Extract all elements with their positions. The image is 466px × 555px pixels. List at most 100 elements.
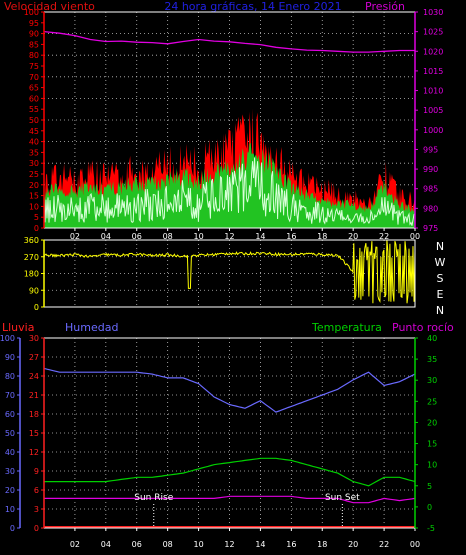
time-axis-label: 20 [348, 540, 358, 549]
compass-direction-label: N [436, 304, 444, 317]
time-axis-label: 16 [286, 540, 296, 549]
time-axis-label: 10 [193, 540, 203, 549]
wind-axis-label: 70 [29, 73, 39, 82]
temperature-axis-label: 5 [427, 482, 432, 491]
time-axis-label: 20 [348, 232, 358, 241]
rain-axis-label: 24 [29, 372, 39, 381]
pressure-axis-label: 985 [423, 185, 438, 194]
sunset-label: Sun Set [325, 493, 360, 503]
pressure-axis-label: 1005 [423, 106, 443, 115]
compass-direction-label: E [437, 288, 444, 301]
humidity-axis-label: 20 [5, 486, 15, 495]
time-axis-label: 16 [286, 232, 296, 241]
sunrise-label: Sun Rise [134, 493, 173, 503]
wind-axis-label: 0 [34, 224, 39, 233]
time-axis-label: 06 [132, 540, 142, 549]
pressure-axis-label: 980 [423, 204, 438, 213]
humidity-axis-label: 10 [5, 505, 15, 514]
time-axis-label: 22 [379, 232, 389, 241]
humidity-axis-label: 80 [5, 372, 15, 381]
temperature-axis-label: 25 [427, 397, 437, 406]
temperature-axis-label: 0 [427, 503, 432, 512]
time-axis-label: 08 [163, 232, 173, 241]
pressure-axis-label: 995 [423, 145, 438, 154]
rain-axis-label: 18 [29, 410, 39, 419]
wind-axis-label: 5 [34, 213, 39, 222]
humidity-axis-label: 90 [5, 353, 15, 362]
wind-axis-label: 55 [29, 105, 39, 114]
rain-axis-label: 21 [29, 391, 39, 400]
wind-axis-label: 45 [29, 127, 39, 136]
humidity-axis-label: 0 [10, 524, 15, 533]
pressure-axis-label: 990 [423, 165, 438, 174]
pressure-axis-label: 1030 [423, 8, 443, 17]
time-axis-label: 12 [224, 232, 234, 241]
dew-point-series [44, 495, 416, 504]
direction-axis-label: 360 [24, 236, 39, 245]
wind-axis-label: 40 [29, 138, 39, 147]
humidity-header: Humedad [65, 321, 118, 334]
direction-axis-label: 180 [24, 270, 39, 279]
compass-direction-label: N [436, 240, 444, 253]
time-axis-label: 14 [255, 540, 265, 549]
pressure-series [43, 30, 415, 53]
time-axis-label: 04 [101, 232, 111, 241]
wind-axis-label: 50 [29, 116, 39, 125]
time-axis-label: 14 [255, 232, 265, 241]
time-axis-label: 06 [132, 232, 142, 241]
wind-axis-label: 20 [29, 181, 39, 190]
series-layer [43, 30, 416, 528]
wind-axis-label: 85 [29, 40, 39, 49]
wind-minimum-series [43, 157, 416, 226]
temperature-axis-label: 30 [427, 376, 437, 385]
temperature-axis-label: 10 [427, 461, 437, 470]
time-axis-label: 02 [70, 540, 80, 549]
wind-axis-label: 90 [29, 30, 39, 39]
tick-layer: Sun Rise Sun Set0510152025303540455055606… [0, 8, 446, 549]
wind-axis-label: 15 [29, 192, 39, 201]
pressure-axis-label: 1015 [423, 67, 443, 76]
time-axis-label: 08 [163, 540, 173, 549]
wind-axis-label: 10 [29, 202, 39, 211]
wind-axis-label: 60 [29, 94, 39, 103]
grid-layer [44, 12, 415, 528]
temperature-axis-label: 20 [427, 418, 437, 427]
time-axis-label: 22 [379, 540, 389, 549]
humidity-axis-label: 30 [5, 467, 15, 476]
compass-direction-label: W [435, 256, 446, 269]
chart-title: 24 hora gráficas, 14 Enero 2021 [164, 0, 341, 13]
direction-axis-label: 0 [34, 303, 39, 312]
rain-axis-label: 15 [29, 429, 39, 438]
time-axis-label: 00 [410, 232, 420, 241]
humidity-axis-label: 50 [5, 429, 15, 438]
rain-axis-label: 27 [29, 353, 39, 362]
time-axis-label: 18 [317, 232, 327, 241]
time-axis-label: 18 [317, 540, 327, 549]
temperature-series [44, 457, 416, 487]
wind-axis-label: 100 [24, 8, 39, 17]
temperature-axis-label: 15 [427, 440, 437, 449]
temperature-axis-label: 40 [427, 334, 437, 343]
humidity-series [43, 367, 416, 413]
temperature-axis-label: 35 [427, 355, 437, 364]
wind-axis-label: 25 [29, 170, 39, 179]
temperature-header: Temperatura [311, 321, 382, 334]
rain-axis-label: 3 [34, 505, 39, 514]
wind-axis-label: 95 [29, 19, 39, 28]
time-axis-label: 04 [101, 540, 111, 549]
pressure-header: Presión [365, 0, 405, 13]
time-axis-label: 10 [193, 232, 203, 241]
rain-axis-label: 0 [34, 524, 39, 533]
wind-axis-label: 80 [29, 51, 39, 60]
direction-axis-label: 270 [24, 253, 39, 262]
rain-axis-label: 30 [29, 334, 39, 343]
time-axis-label: 02 [70, 232, 80, 241]
compass-direction-label: S [437, 272, 444, 285]
rain-header: Lluvia [2, 321, 34, 334]
rain-axis-label: 6 [34, 486, 39, 495]
dew-point-header: Punto rocío [392, 321, 454, 334]
time-axis-label: 00 [410, 540, 420, 549]
pressure-axis-label: 1020 [423, 47, 443, 56]
